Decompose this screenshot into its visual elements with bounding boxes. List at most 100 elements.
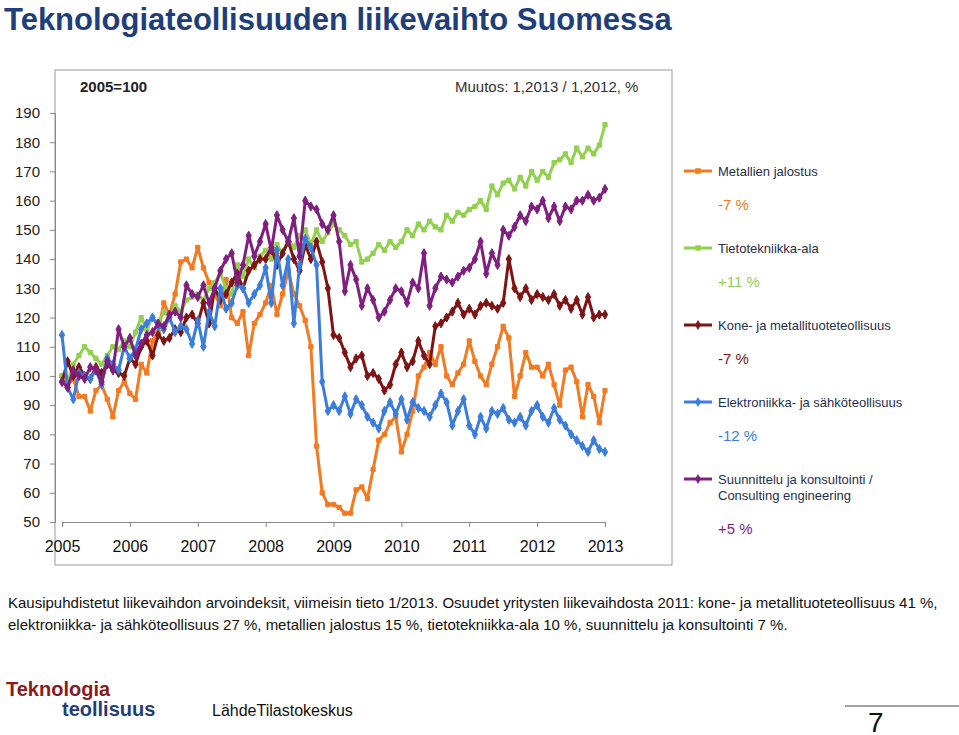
series-marker — [444, 313, 449, 322]
x-axis: 200520062007200820092010201120122013 — [45, 522, 624, 555]
series-line — [62, 189, 605, 388]
series-marker — [82, 374, 87, 383]
legend-change: +5 % — [718, 520, 753, 537]
series-marker — [206, 298, 211, 307]
series-marker — [405, 228, 409, 232]
series-marker — [235, 321, 239, 325]
series-marker — [144, 319, 149, 328]
legend-marker — [695, 168, 700, 173]
series-marker — [77, 353, 81, 357]
y-tick-label: 130 — [15, 280, 40, 297]
series-marker — [540, 292, 545, 301]
x-tick-mark — [401, 522, 402, 527]
y-tick-label: 90 — [23, 396, 40, 413]
series-marker — [354, 488, 358, 492]
series-marker — [263, 219, 268, 228]
series-marker — [370, 295, 375, 304]
x-tick: 2012 — [520, 522, 556, 555]
series-marker — [359, 401, 364, 410]
series-marker — [489, 406, 494, 415]
series-marker — [88, 409, 92, 413]
legend-item: Elektroniikka- ja sähköteollisuus-12 % — [684, 395, 903, 444]
series-marker — [489, 249, 494, 258]
series-marker — [382, 406, 387, 415]
series-marker — [365, 412, 370, 421]
series-marker — [110, 366, 115, 375]
series-marker — [184, 257, 188, 261]
series-marker — [399, 287, 404, 296]
series-marker — [501, 404, 506, 413]
series-marker — [563, 152, 567, 156]
source: LähdeTilastokeskus — [212, 702, 353, 719]
series-line — [62, 125, 605, 382]
y-tick-mark — [50, 493, 55, 494]
series-marker — [540, 196, 545, 205]
series-marker — [507, 336, 511, 340]
series-marker — [524, 350, 528, 354]
series-marker — [512, 222, 517, 231]
series-marker — [551, 202, 556, 211]
series-marker — [387, 398, 392, 407]
series-marker — [167, 333, 172, 342]
series-marker — [218, 266, 223, 275]
plot-area — [59, 123, 607, 516]
subtitle: 2005=100 — [80, 78, 147, 95]
y-tick-label: 80 — [23, 426, 40, 443]
series-marker — [529, 406, 534, 415]
series-marker — [478, 374, 482, 378]
x-tick-label: 2008 — [248, 538, 284, 555]
x-tick: 2010 — [384, 522, 420, 555]
y-tick: 140 — [15, 250, 55, 267]
series-marker — [438, 272, 443, 281]
y-tick-mark — [50, 288, 55, 289]
series-marker — [145, 371, 149, 375]
series-marker — [585, 447, 590, 456]
series-marker — [308, 243, 313, 252]
series-marker — [241, 310, 245, 314]
series-marker — [586, 146, 590, 150]
series-marker — [286, 255, 291, 264]
series-marker — [557, 301, 562, 310]
series-marker — [438, 389, 443, 398]
series-marker — [580, 196, 585, 205]
y-tick-mark — [50, 259, 55, 260]
series-marker — [450, 278, 455, 287]
series-marker — [370, 368, 375, 377]
series-marker — [116, 325, 121, 334]
series-marker — [444, 398, 449, 407]
series-marker — [218, 284, 223, 293]
series-marker — [314, 444, 318, 448]
y-tick: 160 — [15, 192, 55, 209]
series-marker — [116, 366, 121, 375]
series-marker — [393, 284, 398, 293]
series-marker — [586, 383, 590, 387]
series-marker — [342, 348, 347, 357]
series-marker — [365, 371, 370, 380]
y-tick-mark — [50, 405, 55, 406]
series-marker — [269, 298, 274, 307]
series-line — [62, 239, 605, 452]
series-marker — [518, 292, 523, 301]
x-axis-line — [63, 523, 606, 528]
series-marker — [370, 418, 375, 427]
y-tick: 190 — [15, 104, 55, 121]
series-marker — [484, 207, 488, 211]
legend-item: Suunnittelu ja konsultointi /Consulting … — [684, 472, 873, 537]
series-marker — [484, 298, 489, 307]
series-marker — [206, 307, 211, 316]
series-marker — [252, 290, 257, 299]
series-marker — [326, 502, 330, 506]
series-marker — [371, 467, 375, 471]
series-marker — [501, 298, 506, 307]
y-tick-mark — [50, 464, 55, 465]
series-marker — [592, 394, 596, 398]
series-marker — [518, 175, 522, 179]
x-tick-mark — [62, 522, 63, 527]
series-marker — [433, 284, 438, 293]
series-marker — [450, 421, 455, 430]
y-tick: 170 — [15, 163, 55, 180]
series-marker — [201, 342, 206, 351]
series-marker — [71, 366, 76, 375]
y-tick: 50 — [23, 513, 55, 530]
x-tick-label: 2013 — [588, 538, 624, 555]
